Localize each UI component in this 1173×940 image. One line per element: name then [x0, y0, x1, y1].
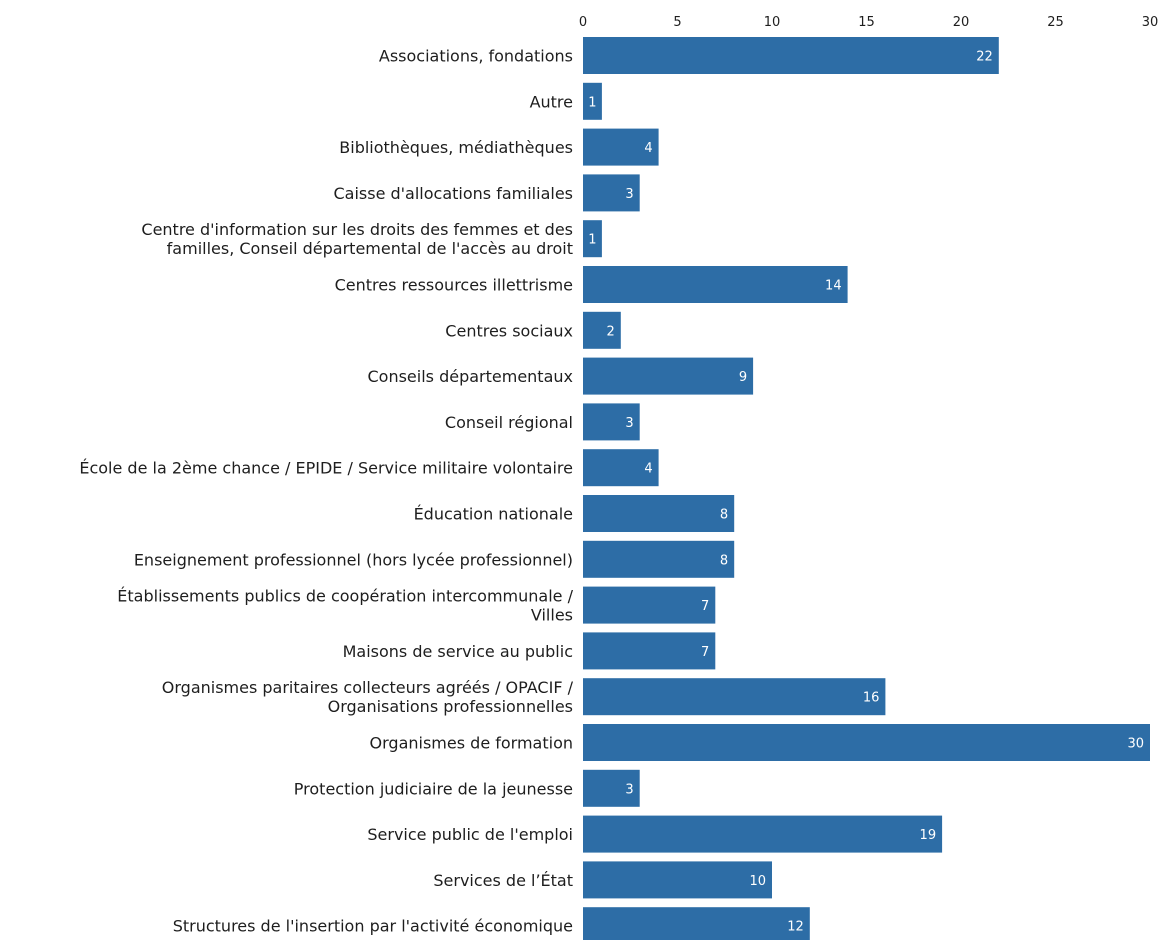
- category-label: École de la 2ème chance / EPIDE / Servic…: [79, 459, 573, 478]
- category-label-line: Protection judiciaire de la jeunesse: [294, 779, 573, 798]
- category-label-line: Centre d'information sur les droits des …: [141, 220, 573, 239]
- category-label-line: Conseils départementaux: [367, 367, 573, 386]
- category-label: Centres sociaux: [445, 321, 573, 340]
- category-label-line: Éducation nationale: [414, 505, 573, 524]
- bar-value-label: 4: [644, 141, 652, 156]
- category-label: Organismes paritaires collecteurs agréés…: [162, 678, 574, 716]
- category-label-line: Organismes de formation: [370, 734, 573, 753]
- bar-value-label: 16: [863, 691, 880, 706]
- category-label: Enseignement professionnel (hors lycée p…: [134, 550, 573, 569]
- bar-value-label: 8: [720, 508, 728, 523]
- category-label-line: Autre: [530, 92, 573, 111]
- x-tick-label: 25: [1047, 15, 1064, 30]
- bar-value-label: 19: [920, 828, 937, 843]
- bar-value-label: 12: [787, 920, 804, 935]
- bar-value-label: 3: [625, 416, 633, 431]
- category-label: Conseils départementaux: [367, 367, 573, 386]
- bar: [583, 495, 735, 532]
- bar: [583, 311, 621, 349]
- category-label: Autre: [530, 92, 573, 111]
- bar-value-label: 4: [644, 462, 652, 477]
- bar: [583, 128, 659, 166]
- bar-value-label: 14: [825, 279, 842, 294]
- bar: [583, 861, 772, 899]
- category-label-line: Conseil régional: [445, 413, 573, 432]
- bar: [583, 82, 602, 120]
- category-label-line: Organismes paritaires collecteurs agréés…: [162, 678, 574, 697]
- bar: [583, 586, 716, 624]
- bar-value-label: 3: [625, 782, 633, 797]
- bar: [583, 449, 659, 487]
- bar: [583, 724, 1150, 761]
- category-label: Centre d'information sur les droits des …: [141, 220, 573, 258]
- category-label-line: École de la 2ème chance / EPIDE / Servic…: [79, 459, 573, 478]
- bar-value-label: 22: [976, 50, 993, 65]
- bar: [583, 37, 999, 74]
- bar: [583, 357, 754, 395]
- bar-value-label: 7: [701, 599, 709, 614]
- category-label-line: familles, Conseil départemental de l'acc…: [167, 239, 573, 258]
- category-label: Services de l’État: [433, 871, 573, 890]
- bar-value-label: 8: [720, 553, 728, 568]
- category-label-line: Organisations professionnelles: [328, 697, 573, 716]
- category-label: Établissements publics de coopération in…: [117, 587, 573, 625]
- category-label: Bibliothèques, médiathèques: [339, 138, 573, 157]
- bar: [583, 220, 602, 258]
- category-label-line: Maisons de service au public: [343, 642, 573, 661]
- bar-value-label: 30: [1127, 737, 1144, 752]
- category-label-line: Centres ressources illettrisme: [335, 276, 573, 295]
- category-label: Service public de l'emploi: [367, 825, 573, 844]
- category-label: Caisse d'allocations familiales: [333, 184, 573, 203]
- bar: [583, 266, 848, 303]
- category-label-line: Caisse d'allocations familiales: [333, 184, 573, 203]
- category-label-line: Structures de l'insertion par l'activité…: [173, 917, 573, 936]
- category-label-line: Bibliothèques, médiathèques: [339, 138, 573, 157]
- category-label-line: Villes: [531, 606, 573, 625]
- x-tick-label: 0: [579, 15, 587, 30]
- x-tick-label: 15: [858, 15, 875, 30]
- bar: [583, 678, 886, 716]
- category-label-line: Associations, fondations: [379, 47, 573, 66]
- bar-value-label: 9: [739, 370, 747, 385]
- category-label-line: Centres sociaux: [445, 321, 573, 340]
- category-label: Centres ressources illettrisme: [335, 276, 573, 295]
- bar: [583, 632, 716, 670]
- bar: [583, 907, 810, 940]
- bar-value-label: 10: [749, 874, 766, 889]
- category-label: Conseil régional: [445, 413, 573, 432]
- category-label-line: Services de l’État: [433, 871, 573, 890]
- x-tick-label: 20: [953, 15, 970, 30]
- x-axis-ticks: 0 5 10 15 20 25 30: [579, 15, 1158, 30]
- category-label-line: Établissements publics de coopération in…: [117, 587, 573, 606]
- category-label: Éducation nationale: [414, 505, 573, 524]
- bar: [583, 540, 735, 578]
- category-label: Maisons de service au public: [343, 642, 573, 661]
- bar-value-label: 3: [625, 187, 633, 202]
- x-tick-label: 10: [764, 15, 781, 30]
- category-label-line: Service public de l'emploi: [367, 825, 573, 844]
- bar-value-label: 1: [588, 95, 596, 110]
- category-label-line: Enseignement professionnel (hors lycée p…: [134, 550, 573, 569]
- bar-value-label: 7: [701, 645, 709, 660]
- x-tick-label: 30: [1142, 15, 1159, 30]
- category-label: Associations, fondations: [379, 47, 573, 66]
- bar-rows: 22 Associations, fondations 1 Autre 4 Bibliot…: [79, 37, 1150, 940]
- bar: [583, 174, 640, 212]
- category-label: Structures de l'insertion par l'activité…: [173, 917, 573, 936]
- bar: [583, 769, 640, 807]
- category-label: Organismes de formation: [370, 734, 573, 753]
- bar: [583, 403, 640, 441]
- bar-value-label: 1: [588, 233, 596, 248]
- bar: [583, 815, 943, 853]
- x-tick-label: 5: [673, 15, 681, 30]
- category-label: Protection judiciaire de la jeunesse: [294, 779, 573, 798]
- bar-value-label: 2: [607, 324, 615, 339]
